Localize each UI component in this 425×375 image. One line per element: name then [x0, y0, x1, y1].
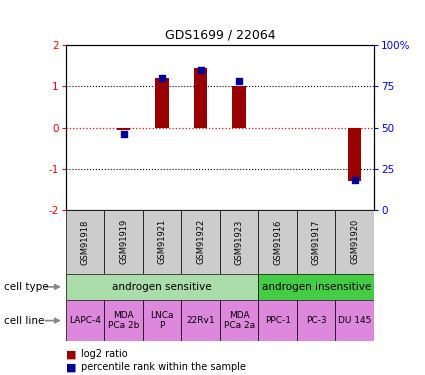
Text: cell line: cell line [4, 316, 45, 326]
Text: GSM91921: GSM91921 [158, 219, 167, 264]
Text: GSM91918: GSM91918 [81, 219, 90, 265]
Text: DU 145: DU 145 [338, 316, 371, 325]
Bar [220, 210, 258, 274]
Text: GSM91922: GSM91922 [196, 219, 205, 264]
Bar [181, 300, 220, 341]
Bar [232, 86, 246, 128]
Text: ■: ■ [66, 350, 76, 359]
Bar [117, 128, 130, 130]
Text: GSM91923: GSM91923 [235, 219, 244, 265]
Bar [194, 68, 207, 128]
Bar [66, 300, 105, 341]
Bar [220, 300, 258, 341]
Point [197, 67, 204, 73]
Point [236, 78, 243, 84]
Point [159, 75, 166, 81]
Text: ■: ■ [66, 363, 76, 372]
Bar [335, 210, 374, 274]
Text: PPC-1: PPC-1 [265, 316, 291, 325]
Bar [105, 210, 143, 274]
Bar [181, 210, 220, 274]
Point [351, 177, 358, 183]
Text: MDA
PCa 2a: MDA PCa 2a [224, 311, 255, 330]
Text: 22Rv1: 22Rv1 [187, 316, 215, 325]
Bar [143, 300, 181, 341]
Bar [258, 300, 297, 341]
Bar [348, 128, 362, 181]
Bar [105, 300, 143, 341]
Text: GSM91919: GSM91919 [119, 219, 128, 264]
Text: LAPC-4: LAPC-4 [69, 316, 101, 325]
Bar [335, 300, 374, 341]
Title: GDS1699 / 22064: GDS1699 / 22064 [164, 28, 275, 41]
Bar [258, 274, 374, 300]
Text: GSM91920: GSM91920 [350, 219, 359, 264]
Text: MDA
PCa 2b: MDA PCa 2b [108, 311, 139, 330]
Text: androgen insensitive: androgen insensitive [262, 282, 371, 292]
Text: percentile rank within the sample: percentile rank within the sample [81, 363, 246, 372]
Bar [66, 274, 258, 300]
Text: LNCa
P: LNCa P [150, 311, 174, 330]
Text: cell type: cell type [4, 282, 49, 292]
Bar [297, 300, 335, 341]
Text: GSM91916: GSM91916 [273, 219, 282, 265]
Bar [143, 210, 181, 274]
Text: androgen sensitive: androgen sensitive [112, 282, 212, 292]
Text: PC-3: PC-3 [306, 316, 326, 325]
Text: GSM91917: GSM91917 [312, 219, 321, 265]
Text: log2 ratio: log2 ratio [81, 350, 128, 359]
Bar [66, 210, 105, 274]
Bar [297, 210, 335, 274]
Point [120, 131, 127, 137]
Bar [156, 78, 169, 128]
Bar [258, 210, 297, 274]
